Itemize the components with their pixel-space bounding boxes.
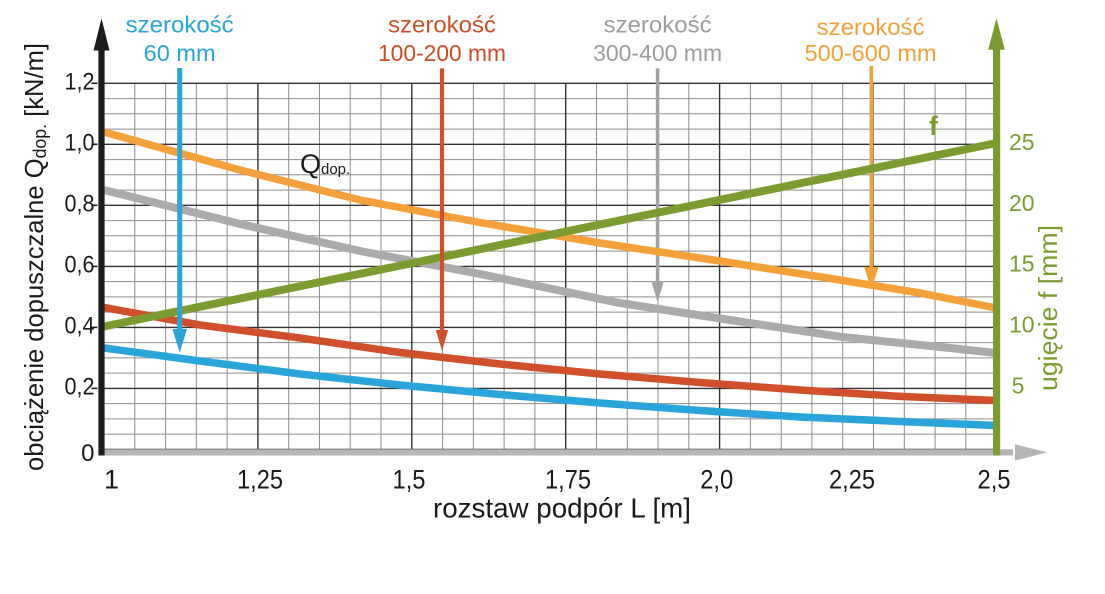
svg-text:2,5: 2,5 <box>978 465 1011 495</box>
svg-text:0,2: 0,2 <box>65 374 95 401</box>
svg-text:dop.: dop. <box>321 161 350 178</box>
svg-text:szerokość: szerokość <box>817 14 925 40</box>
svg-text:0,8: 0,8 <box>65 191 95 218</box>
svg-text:2,0: 2,0 <box>700 465 733 495</box>
svg-text:0: 0 <box>81 440 94 467</box>
svg-text:szerokość: szerokość <box>604 11 712 37</box>
svg-text:25: 25 <box>1009 129 1035 155</box>
svg-text:20: 20 <box>1009 190 1035 216</box>
svg-text:5: 5 <box>1012 372 1025 398</box>
svg-text:obciążenie dopuszczalne Qdop.: obciążenie dopuszczalne Qdop. [kN/m] <box>19 43 50 471</box>
svg-text:Q: Q <box>300 149 321 179</box>
svg-text:100-200 mm: 100-200 mm <box>378 40 506 66</box>
svg-text:f: f <box>929 111 939 141</box>
svg-text:2,25: 2,25 <box>829 465 875 495</box>
svg-text:500-600 mm: 500-600 mm <box>805 40 937 66</box>
svg-text:szerokość: szerokość <box>388 11 496 37</box>
svg-text:1,75: 1,75 <box>545 465 591 495</box>
svg-text:1: 1 <box>104 465 119 495</box>
svg-text:300-400 mm: 300-400 mm <box>593 40 722 66</box>
svg-text:0,4: 0,4 <box>65 313 95 340</box>
svg-text:1,5: 1,5 <box>393 465 426 495</box>
svg-text:0,6: 0,6 <box>65 252 95 279</box>
svg-text:rozstaw podpór L [m]: rozstaw podpór L [m] <box>433 493 691 524</box>
svg-text:1,25: 1,25 <box>237 465 283 495</box>
svg-text:1,0: 1,0 <box>65 130 95 157</box>
svg-text:15: 15 <box>1009 250 1035 276</box>
svg-text:ugięcie f [mm]: ugięcie f [mm] <box>1033 225 1063 391</box>
svg-text:szerokość: szerokość <box>126 11 234 37</box>
svg-text:10: 10 <box>1009 311 1035 337</box>
svg-text:1,2: 1,2 <box>65 69 95 96</box>
svg-text:60 mm: 60 mm <box>144 40 216 66</box>
